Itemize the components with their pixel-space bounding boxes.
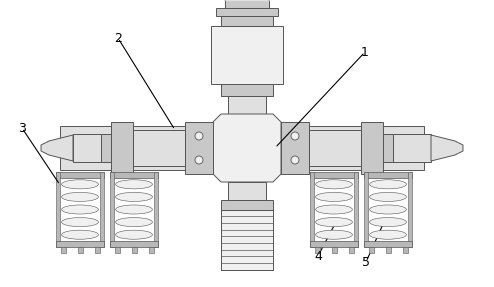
Bar [403,247,408,253]
Bar [60,126,213,170]
Bar [110,172,114,247]
Circle shape [291,132,299,140]
Bar [78,247,83,253]
Polygon shape [41,135,73,161]
Bar [154,172,158,247]
Bar [310,172,314,247]
Polygon shape [213,114,281,182]
Bar [211,26,283,84]
Ellipse shape [62,230,98,239]
Ellipse shape [62,205,98,214]
Ellipse shape [370,205,407,214]
Bar [309,130,361,166]
Ellipse shape [316,180,352,189]
Bar [364,172,368,247]
Text: 1: 1 [361,46,369,59]
Ellipse shape [62,192,98,201]
Bar [221,16,273,26]
Bar [149,247,154,253]
Bar [56,172,104,178]
Bar [383,134,393,162]
Bar [110,241,158,247]
Bar [354,172,358,247]
Bar [228,96,266,114]
Bar [221,200,273,210]
Ellipse shape [370,180,407,189]
Ellipse shape [316,192,352,201]
Ellipse shape [116,192,153,201]
Ellipse shape [116,205,153,214]
Bar [133,130,185,166]
Bar [95,247,100,253]
Bar [221,210,273,270]
Bar [393,134,431,162]
Ellipse shape [62,180,98,189]
Circle shape [195,156,203,164]
Bar [101,134,111,162]
Ellipse shape [370,218,407,227]
Bar [185,122,213,174]
Bar [73,134,111,162]
Bar [221,84,273,96]
Bar [310,241,358,247]
Bar [364,172,412,178]
Ellipse shape [316,218,352,227]
Bar [349,247,354,253]
Ellipse shape [116,180,153,189]
Bar [408,172,412,247]
Circle shape [195,132,203,140]
Ellipse shape [316,230,352,239]
Bar [56,241,104,247]
Text: 2: 2 [114,32,122,44]
Bar [310,172,358,178]
Bar [281,126,424,170]
Text: 4: 4 [314,249,322,263]
Bar [132,247,137,253]
Bar [110,172,158,178]
Bar [56,172,60,247]
Ellipse shape [116,230,153,239]
Bar [111,122,133,174]
Text: 5: 5 [362,255,370,269]
Bar [361,122,383,174]
Bar [228,182,266,200]
Text: 3: 3 [18,121,26,135]
Bar [100,172,104,247]
Bar [386,247,391,253]
Bar [369,247,374,253]
Bar [315,247,320,253]
Bar [115,247,120,253]
Bar [216,8,278,16]
Circle shape [291,156,299,164]
Bar [364,241,412,247]
Ellipse shape [316,205,352,214]
Polygon shape [431,135,463,161]
Bar [61,247,66,253]
Ellipse shape [116,218,153,227]
Ellipse shape [62,218,98,227]
Bar [332,247,337,253]
Ellipse shape [370,192,407,201]
Ellipse shape [370,230,407,239]
Bar [225,0,269,8]
Bar [281,122,309,174]
